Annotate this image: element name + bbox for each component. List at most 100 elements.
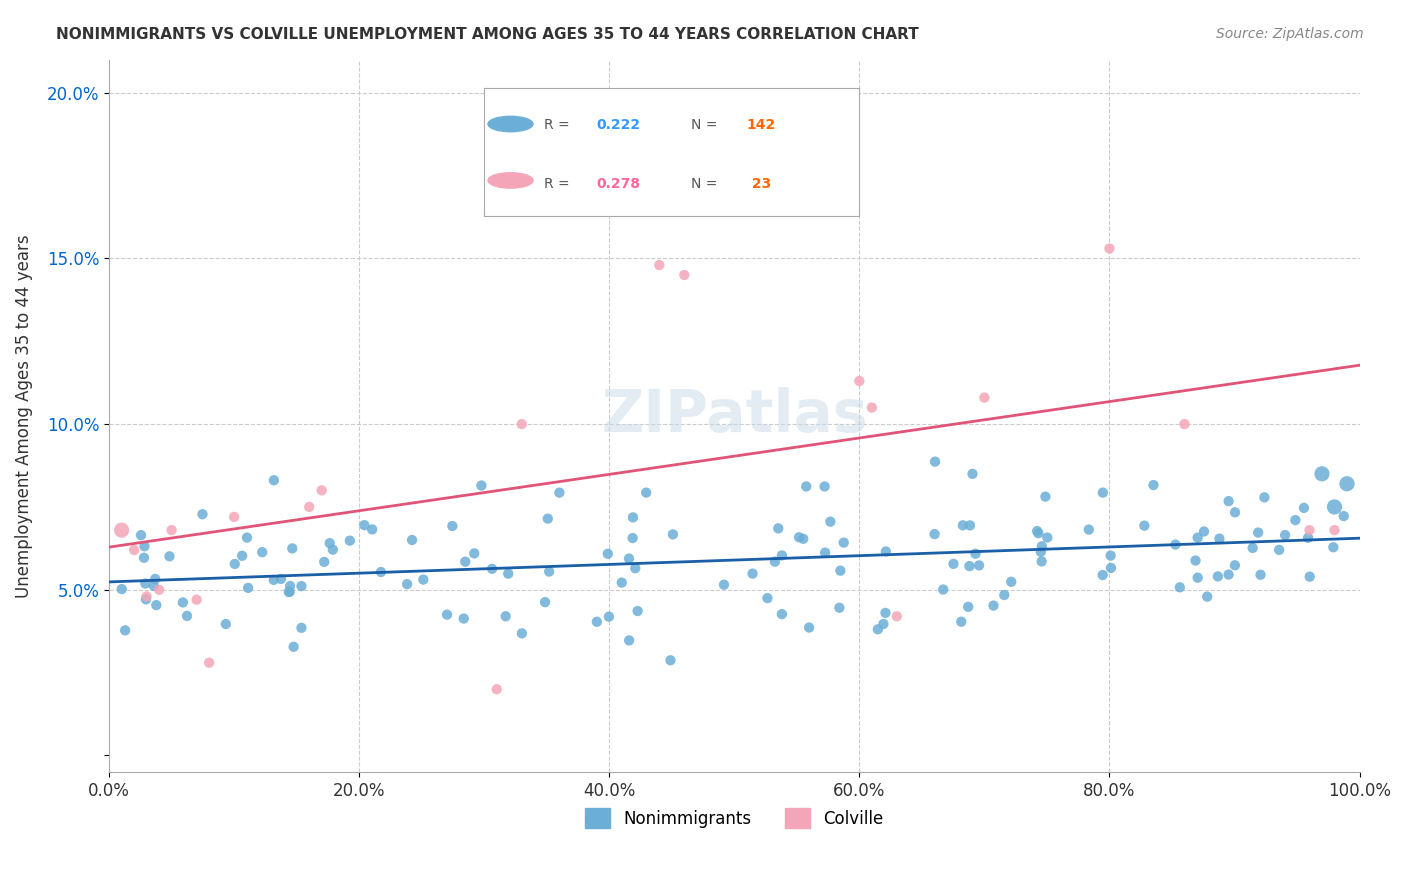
Point <box>319 536 342 550</box>
Point <box>142 579 165 593</box>
Point <box>1168 580 1191 594</box>
Point <box>186 592 208 607</box>
Point <box>1028 526 1050 541</box>
Point <box>1323 500 1346 514</box>
Point <box>1296 531 1319 545</box>
Point <box>1026 524 1049 538</box>
Point <box>1333 509 1355 524</box>
Point <box>1099 549 1122 563</box>
Point <box>965 547 987 561</box>
Point <box>172 595 194 609</box>
Y-axis label: Unemployment Among Ages 35 to 44 years: Unemployment Among Ages 35 to 44 years <box>15 234 32 598</box>
Point <box>361 523 384 537</box>
Point <box>252 545 274 559</box>
Point <box>962 467 984 481</box>
Text: NONIMMIGRANTS VS COLVILLE UNEMPLOYMENT AMONG AGES 35 TO 44 YEARS CORRELATION CHA: NONIMMIGRANTS VS COLVILLE UNEMPLOYMENT A… <box>56 27 920 42</box>
Point <box>648 258 671 272</box>
Point <box>353 518 375 533</box>
Point <box>636 485 658 500</box>
Point <box>1173 417 1195 431</box>
Point <box>495 609 517 624</box>
Point <box>621 510 644 524</box>
Point <box>866 622 889 636</box>
Point <box>813 479 835 493</box>
Point <box>621 531 644 545</box>
Point <box>176 608 198 623</box>
Point <box>290 579 312 593</box>
Point <box>1031 539 1053 553</box>
Point <box>537 511 560 525</box>
Point <box>263 573 285 587</box>
Text: ZIPatlas: ZIPatlas <box>600 387 868 444</box>
Point <box>756 591 779 606</box>
Point <box>1218 494 1240 508</box>
Point <box>538 565 561 579</box>
Point <box>135 592 157 607</box>
Point <box>1164 538 1187 552</box>
Point <box>1208 532 1230 546</box>
Point <box>832 535 855 549</box>
Point <box>957 599 980 614</box>
Point <box>1310 467 1333 481</box>
Point <box>441 519 464 533</box>
Point <box>1036 531 1059 545</box>
Point <box>1268 542 1291 557</box>
Point <box>1077 523 1099 537</box>
Point <box>231 549 253 563</box>
Point <box>1000 574 1022 589</box>
Text: Source: ZipAtlas.com: Source: ZipAtlas.com <box>1216 27 1364 41</box>
Point <box>617 551 640 566</box>
Point <box>278 584 301 599</box>
Point <box>311 483 333 498</box>
Point <box>111 582 134 596</box>
Point <box>586 615 609 629</box>
Point <box>160 523 183 537</box>
Point <box>134 576 156 591</box>
Point <box>610 575 633 590</box>
Point <box>1197 590 1219 604</box>
Point <box>236 531 259 545</box>
Point <box>224 509 246 524</box>
Point <box>950 615 973 629</box>
Point <box>496 566 519 581</box>
Point <box>1142 478 1164 492</box>
Point <box>924 527 946 541</box>
Point <box>191 507 214 521</box>
Point <box>848 374 870 388</box>
Point <box>1091 485 1114 500</box>
Point <box>786 185 808 199</box>
Point <box>198 656 221 670</box>
Point <box>967 558 990 573</box>
Point <box>617 633 640 648</box>
Point <box>787 530 810 544</box>
Point <box>1099 561 1122 575</box>
Point <box>485 682 508 697</box>
Point <box>143 572 166 586</box>
Point <box>1098 242 1121 256</box>
Point <box>814 546 837 560</box>
Point <box>886 609 908 624</box>
Point <box>454 555 477 569</box>
Point <box>129 528 152 542</box>
Point <box>534 595 557 609</box>
Point <box>453 611 475 625</box>
Point <box>624 561 647 575</box>
Point <box>1298 523 1320 537</box>
Point <box>662 527 685 541</box>
Point <box>132 550 155 565</box>
Point <box>627 604 650 618</box>
Point <box>159 549 181 564</box>
Point <box>768 521 790 535</box>
Point <box>263 473 285 487</box>
Point <box>1187 531 1209 545</box>
Point <box>932 582 955 597</box>
Point <box>145 598 167 612</box>
Point <box>872 617 894 632</box>
Point <box>1192 524 1215 539</box>
Point <box>215 617 238 632</box>
Point <box>370 565 392 579</box>
Point <box>993 588 1015 602</box>
Point <box>763 555 786 569</box>
Point <box>1299 569 1322 583</box>
Point <box>1322 541 1344 555</box>
